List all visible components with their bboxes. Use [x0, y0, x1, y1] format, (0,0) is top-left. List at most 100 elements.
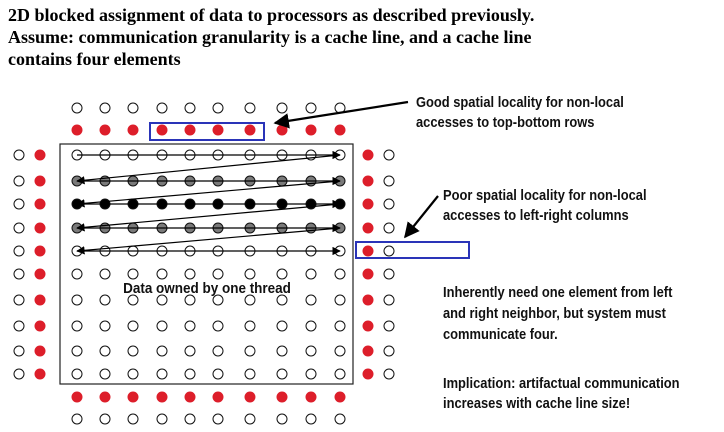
- grid-point: [276, 294, 288, 306]
- grid-point: [334, 368, 346, 380]
- ghost-point: [99, 124, 111, 136]
- grid-point: [71, 368, 83, 380]
- ghost-point: [244, 413, 256, 425]
- grid-point: [334, 268, 346, 280]
- grid-point: [244, 268, 256, 280]
- grid-point: [99, 268, 111, 280]
- ghost-point: [383, 198, 395, 210]
- ghost-point: [13, 368, 25, 380]
- ghost-point: [13, 149, 25, 161]
- ghost-point: [71, 391, 83, 403]
- left-right-annotation-line: Poor spatial locality for non-local: [443, 187, 647, 204]
- neighbor-annotation: Inherently need one element from left an…: [443, 282, 672, 345]
- ghost-point: [212, 124, 224, 136]
- implication-annotation-line: increases with cache line size!: [443, 395, 631, 412]
- ghost-point: [362, 175, 374, 187]
- ghost-point: [13, 222, 25, 234]
- ghost-point: [34, 268, 46, 280]
- ghost-point: [212, 391, 224, 403]
- ghost-point: [127, 124, 139, 136]
- ghost-point: [362, 294, 374, 306]
- grid-point: [99, 368, 111, 380]
- ghost-point: [13, 345, 25, 357]
- grid-point: [127, 294, 139, 306]
- grid-point: [99, 320, 111, 332]
- grid-point: [156, 368, 168, 380]
- implication-annotation-line: Implication: artifactual communication: [443, 375, 680, 392]
- ghost-point: [34, 245, 46, 257]
- ghost-point: [156, 102, 168, 114]
- ghost-point: [34, 198, 46, 210]
- ghost-point: [383, 222, 395, 234]
- grid-point: [127, 268, 139, 280]
- ghost-point: [383, 368, 395, 380]
- ghost-point: [383, 320, 395, 332]
- grid-point: [276, 320, 288, 332]
- grid-point: [184, 368, 196, 380]
- ghost-point: [184, 102, 196, 114]
- ghost-point: [276, 124, 288, 136]
- ghost-point: [244, 124, 256, 136]
- ghost-point: [212, 413, 224, 425]
- ghost-point: [156, 413, 168, 425]
- ghost-point: [127, 391, 139, 403]
- ghost-point: [305, 102, 317, 114]
- grid-point: [184, 294, 196, 306]
- ghost-point: [127, 102, 139, 114]
- grid-point: [244, 320, 256, 332]
- grid-point: [334, 294, 346, 306]
- title-line-2: Assume: communication granularity is a c…: [8, 27, 532, 47]
- ghost-point: [276, 102, 288, 114]
- grid-point: [276, 268, 288, 280]
- grid-point: [212, 294, 224, 306]
- ghost-point: [383, 294, 395, 306]
- ghost-point: [99, 391, 111, 403]
- right-column-cache-line-box: [355, 241, 470, 259]
- top-row-cache-line-box: [149, 122, 265, 141]
- grid-point: [305, 268, 317, 280]
- top-rows-annotation: Good spatial locality for non-local acce…: [416, 93, 624, 133]
- grid-point: [305, 294, 317, 306]
- grid-point: [244, 294, 256, 306]
- ghost-point: [13, 198, 25, 210]
- ghost-point: [383, 268, 395, 280]
- ghost-point: [99, 413, 111, 425]
- grid-point: [305, 345, 317, 357]
- grid-point: [71, 345, 83, 357]
- neighbor-annotation-line: communicate four.: [443, 326, 558, 343]
- grid-point: [244, 368, 256, 380]
- top-rows-annotation-line: accesses to top-bottom rows: [416, 114, 595, 131]
- ghost-point: [305, 413, 317, 425]
- traversal-arrows: [76, 150, 341, 256]
- return-diagonal-arrow: [76, 154, 341, 185]
- ghost-point: [244, 102, 256, 114]
- ghost-point: [34, 222, 46, 234]
- ghost-point: [383, 345, 395, 357]
- grid-point: [305, 320, 317, 332]
- return-diagonal-arrow: [76, 227, 341, 255]
- implication-annotation: Implication: artifactual communication i…: [443, 374, 680, 414]
- ghost-point: [184, 391, 196, 403]
- ghost-point: [13, 294, 25, 306]
- ghost-point: [383, 149, 395, 161]
- title-line-1: 2D blocked assignment of data to process…: [8, 5, 535, 25]
- ghost-point: [362, 222, 374, 234]
- ghost-point: [362, 368, 374, 380]
- grid-point: [276, 345, 288, 357]
- ghost-point: [334, 413, 346, 425]
- ghost-point: [362, 245, 374, 257]
- grid-point: [212, 268, 224, 280]
- neighbor-annotation-line: and right neighbor, but system must: [443, 305, 666, 322]
- ghost-point: [184, 413, 196, 425]
- grid-point: [156, 320, 168, 332]
- block-owner-label: Data owned by one thread: [123, 280, 291, 297]
- ghost-point: [334, 124, 346, 136]
- ghost-point: [71, 102, 83, 114]
- grid-point: [127, 320, 139, 332]
- ghost-point: [156, 124, 168, 136]
- top-rows-annotation-line: Good spatial locality for non-local: [416, 94, 624, 111]
- ghost-point: [71, 124, 83, 136]
- grid-point: [71, 320, 83, 332]
- grid-point: [156, 268, 168, 280]
